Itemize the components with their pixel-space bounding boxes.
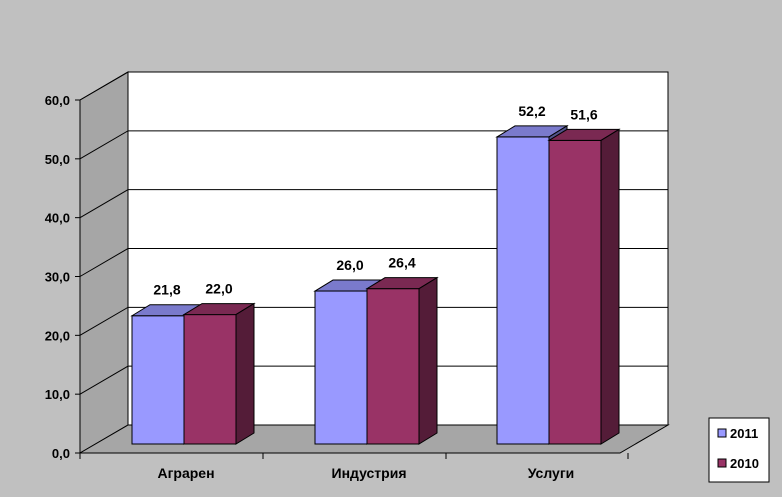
category-labels: Аграрен Индустрия Услуги [79,452,629,481]
bar-front [496,136,550,445]
y-tick-label: 10,0 [45,387,70,402]
data-label: 22,0 [205,281,232,297]
y-tick-label: 40,0 [45,211,70,226]
data-label: 51,6 [570,106,597,122]
legend-swatch-2011 [717,428,727,438]
data-labels: 21,8 22,0 26,0 26,4 52,2 51,6 [153,103,597,298]
category-label: Аграрен [157,465,214,481]
category-label: Услуги [528,465,575,481]
gridline [79,71,668,101]
bar-front [131,315,185,445]
y-tick-label: 50,0 [45,152,70,167]
bar-front [314,290,368,445]
bar-2010-0 [182,302,256,445]
category-label: Индустрия [332,465,407,481]
data-label: 26,4 [388,255,415,271]
legend: 2011 2010 [708,417,770,483]
bar-front [366,288,420,445]
legend-label-2010: 2010 [730,456,759,471]
gridline [79,130,668,160]
y-tick-label: 30,0 [45,270,70,285]
legend-label-2011: 2011 [730,426,758,441]
data-label: 52,2 [518,103,545,119]
bar-front [548,139,602,445]
bar-front [183,314,237,445]
y-tick-label: 20,0 [45,328,70,343]
y-axis-ticks: 0,0 10,0 20,0 30,0 40,0 50,0 60,0 [45,93,81,461]
bar-side [418,276,438,445]
y-tick-label: 60,0 [45,93,70,108]
data-label: 26,0 [336,257,363,273]
bar-2010-2 [547,128,621,445]
bar-side [600,128,620,445]
y-tick-label: 0,0 [52,446,70,461]
gridline [79,365,668,395]
bar-side [235,302,255,445]
bar-2010-1 [365,276,439,445]
data-label: 21,8 [153,282,180,298]
bars [130,124,621,445]
gridline [79,248,668,277]
gridline [79,306,668,336]
legend-swatch-2010 [717,458,727,468]
gridlines [79,71,668,395]
gridline [79,189,668,219]
